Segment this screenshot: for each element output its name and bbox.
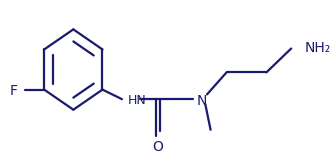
Text: F: F xyxy=(10,84,17,98)
Text: N: N xyxy=(197,94,207,108)
Text: HN: HN xyxy=(127,94,146,107)
Text: NH₂: NH₂ xyxy=(305,41,330,55)
Text: O: O xyxy=(152,140,163,154)
